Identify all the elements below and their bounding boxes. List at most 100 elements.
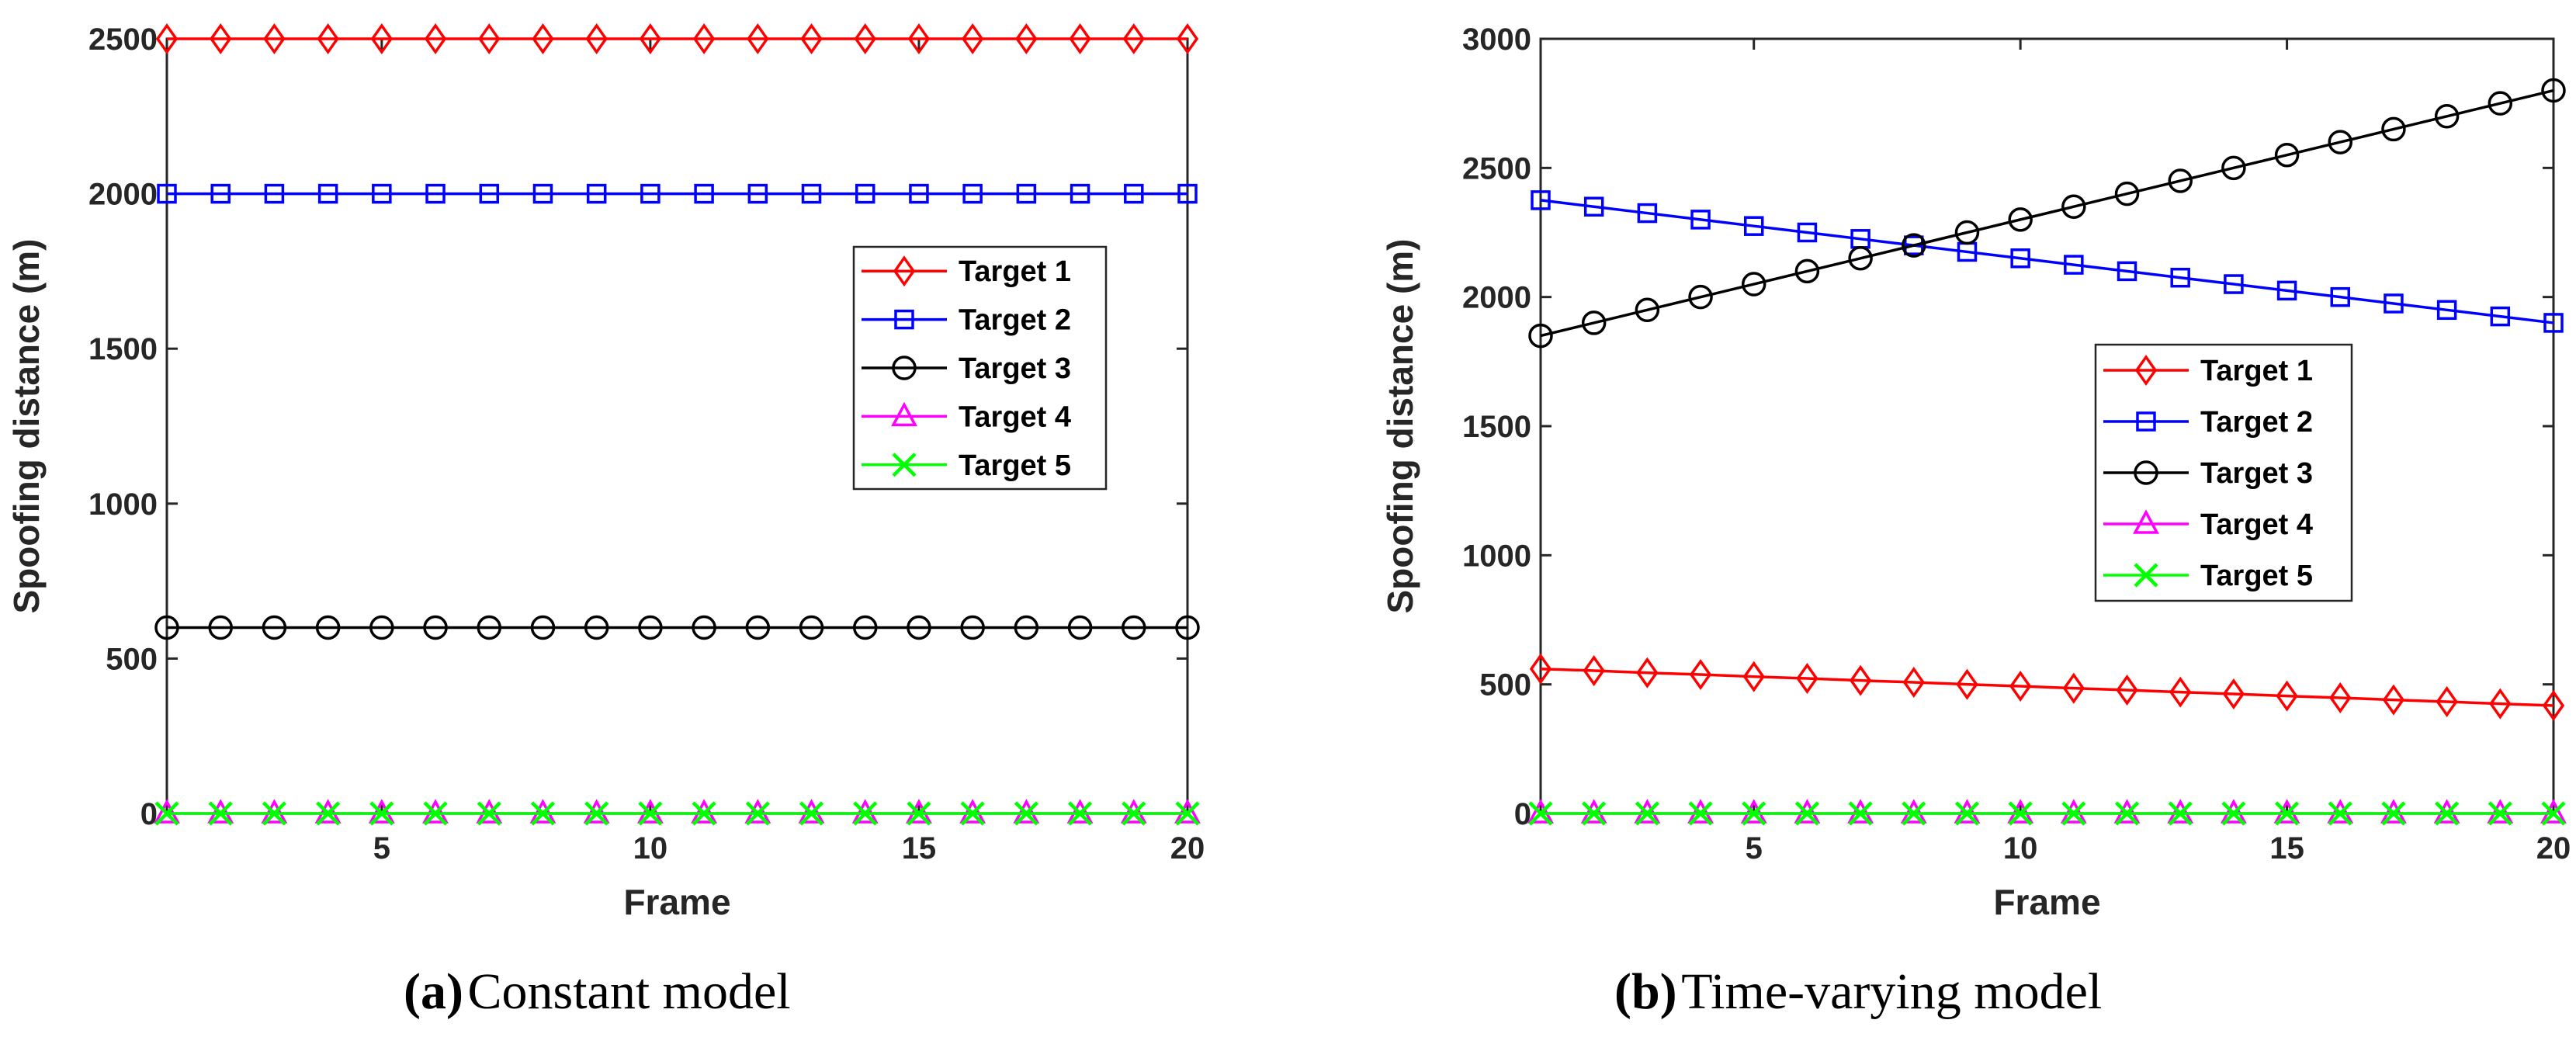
legend: Target 1 Target 2 Target 3 Target 4 Target 5: [852, 245, 1108, 491]
data-point: [907, 615, 931, 640]
caption-a-text: Constant model: [467, 963, 791, 1020]
data-point: [423, 801, 448, 826]
data-point: [208, 615, 233, 640]
data-point: [692, 615, 716, 640]
data-point: [745, 801, 770, 826]
data-point: [2274, 801, 2300, 826]
data-point: [1583, 196, 1604, 217]
data-point: [2224, 274, 2244, 294]
data-point: [1849, 664, 1872, 696]
series-target-1: [155, 23, 1199, 55]
data-point: [1582, 801, 1607, 826]
data-point: [962, 23, 984, 55]
data-point: [264, 183, 285, 204]
data-point: [423, 615, 448, 640]
data-point: [639, 23, 662, 55]
legend-label: Target 4: [2200, 508, 2313, 541]
legend-entry: Target 2: [2103, 406, 2313, 439]
data-point: [855, 183, 875, 204]
data-point: [2434, 104, 2460, 129]
data-point: [1528, 801, 1553, 826]
data-point: [1067, 615, 1093, 640]
data-point: [476, 799, 503, 824]
data-point: [1688, 284, 1713, 310]
series-target-3: [1528, 78, 2566, 349]
legend-marker: [893, 255, 916, 287]
data-point: [316, 801, 341, 826]
data-point: [2328, 130, 2353, 154]
data-point: [1954, 799, 1981, 824]
data-point: [1581, 310, 1607, 335]
data-point: [2381, 801, 2406, 826]
data-point: [1176, 23, 1199, 55]
data-point: [1013, 799, 1040, 824]
data-point: [1954, 801, 1980, 826]
data-point: [1124, 183, 1144, 204]
data-point: [1583, 655, 1605, 687]
data-point: [744, 799, 771, 824]
data-point: [2329, 682, 2352, 713]
data-point: [1066, 799, 1094, 824]
data-point: [157, 183, 177, 204]
data-point: [799, 615, 824, 640]
legend-label: Target 1: [2200, 355, 2313, 387]
data-point: [747, 23, 769, 55]
data-point: [1527, 799, 1554, 824]
data-point: [477, 615, 502, 640]
data-point: [1794, 801, 1820, 826]
data-point: [584, 801, 609, 826]
data-point: [2436, 300, 2457, 321]
y-tick-label: 1500: [88, 332, 158, 366]
x-axis-label: Frame: [623, 882, 730, 922]
data-point: [851, 799, 879, 824]
data-point: [2007, 799, 2034, 824]
data-point: [530, 615, 556, 640]
data-point: [1902, 801, 1926, 826]
legend-entry: Target 1: [862, 255, 1071, 288]
x-tick-label: 15: [2269, 831, 2304, 865]
data-point: [1848, 801, 1873, 826]
data-point: [2061, 194, 2086, 219]
data-point: [2433, 799, 2460, 824]
x-tick-label: 20: [1170, 831, 1205, 865]
data-point: [532, 23, 554, 55]
data-point: [2114, 181, 2140, 206]
data-point: [960, 801, 985, 826]
y-tick-label: 2000: [1462, 281, 1531, 315]
data-point: [1797, 222, 1818, 243]
data-point: [640, 183, 660, 204]
data-point: [1067, 801, 1093, 826]
data-point: [2008, 801, 2033, 826]
data-point: [692, 23, 716, 55]
y-tick-label: 2500: [1462, 151, 1531, 186]
chart-panel-b: 0 500 1000 1500 2000 2500 3000 5 10 15 20 Frame Spoo…: [1380, 23, 2571, 922]
data-point: [2221, 155, 2246, 181]
data-point: [694, 183, 714, 204]
data-point: [530, 801, 556, 826]
data-point: [1014, 801, 1038, 826]
y-tick-label: 1000: [88, 487, 158, 522]
data-point: [747, 183, 768, 204]
data-point: [368, 799, 395, 824]
data-point: [853, 801, 878, 826]
data-point: [1070, 183, 1090, 204]
data-point: [1636, 657, 1659, 689]
x-tick-label: 5: [373, 831, 390, 865]
data-point: [262, 801, 287, 826]
data-point: [2276, 680, 2298, 712]
caption-a: (a) Constant model: [404, 963, 791, 1022]
legend-entry: Target 5: [862, 449, 1071, 482]
data-point: [854, 23, 876, 55]
data-point: [801, 183, 822, 204]
data-point: [317, 183, 338, 204]
data-point: [369, 615, 394, 640]
data-point: [1580, 799, 1607, 824]
data-point: [1014, 615, 1039, 640]
data-point: [2221, 801, 2246, 826]
data-point: [2167, 799, 2194, 824]
y-tick-label: 1000: [1462, 539, 1531, 573]
legend-entry: Target 4: [862, 401, 1071, 433]
data-point: [1794, 258, 1820, 284]
y-axis-label: Spoofing distance (m): [6, 239, 47, 614]
data-point: [2487, 799, 2514, 824]
